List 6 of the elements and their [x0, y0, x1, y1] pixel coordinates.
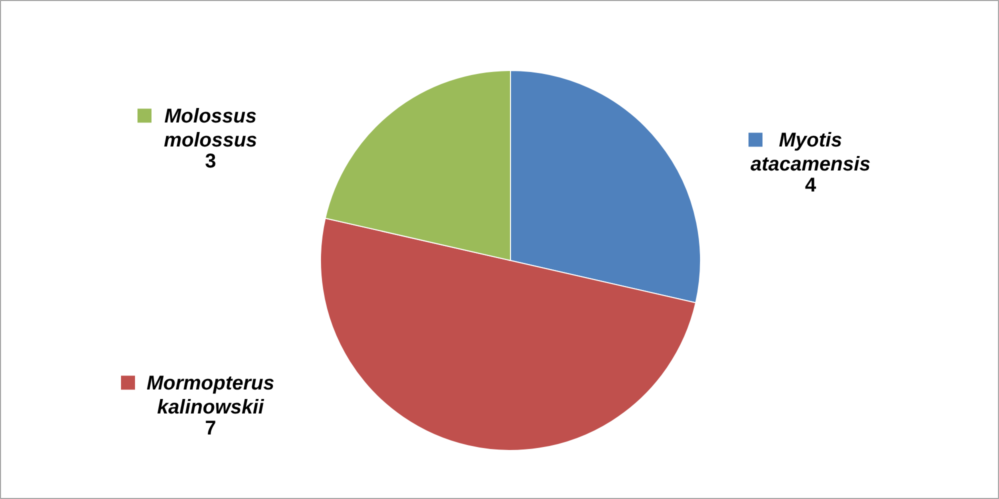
data-label: 3	[204, 150, 216, 173]
legend-label: Myotis atacamensis	[750, 130, 871, 176]
legend-label: Molossus molossus	[164, 106, 258, 152]
legend-label: Mormopterus kalinowskii	[146, 372, 274, 419]
data-label: 7	[204, 418, 216, 440]
data-label: 4	[804, 174, 817, 197]
